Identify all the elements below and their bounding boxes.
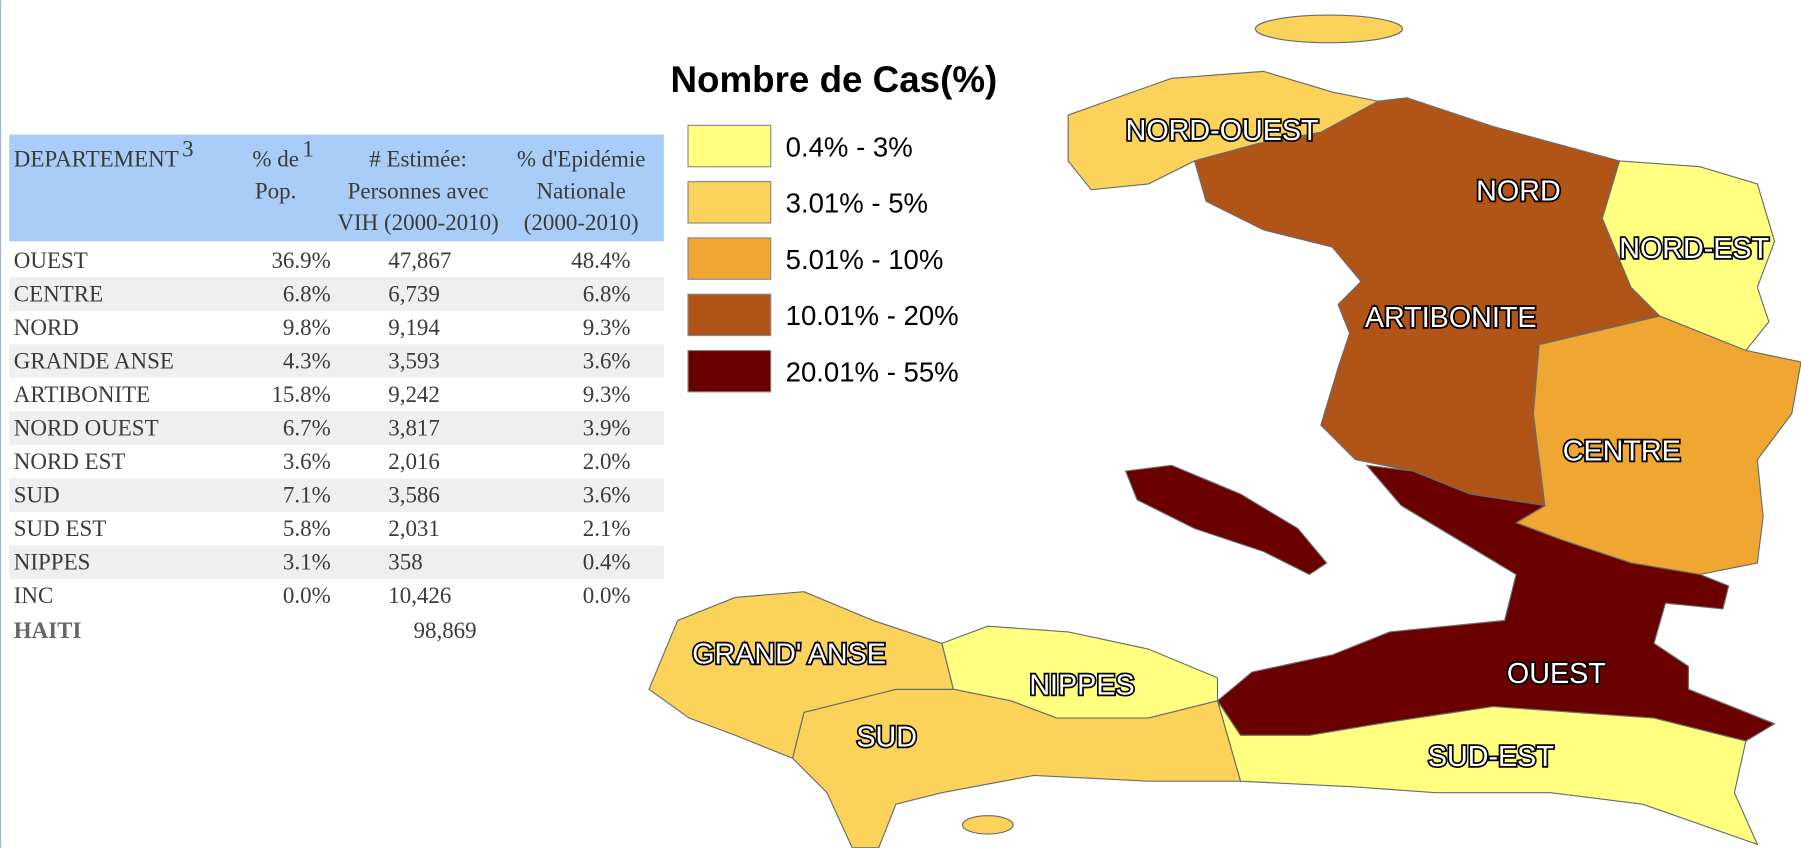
legend-swatch [687, 237, 772, 280]
cell: CENTRE [14, 281, 103, 306]
cell: INC [14, 583, 54, 608]
cell: NORD OUEST [14, 415, 159, 440]
cell: 3.6% [583, 348, 631, 373]
region-sud-est [1216, 700, 1759, 846]
region-label: GRAND' ANSE [692, 639, 886, 671]
cell: 7.1% [283, 483, 331, 508]
cell: 6.8% [283, 281, 331, 306]
header-text: Personnes avec [348, 178, 489, 203]
row-bg [9, 277, 664, 311]
header-text: DEPARTEMENT [14, 147, 179, 172]
cell: 3.1% [283, 550, 331, 575]
cell: 3.6% [283, 449, 331, 474]
header-note: 3 [182, 136, 193, 161]
region-sud [791, 688, 1242, 848]
cell: 9,194 [388, 315, 440, 340]
legend-swatch [687, 124, 772, 168]
header-text: Pop. [255, 178, 297, 203]
row-bg [9, 545, 664, 580]
region-label: SUD-EST [1428, 741, 1554, 773]
legend-title: Nombre de Cas(%) [671, 59, 998, 100]
header-text: % de [252, 147, 299, 172]
cell: 9.8% [283, 315, 331, 340]
cell: NIPPES [14, 550, 91, 575]
legend-label: 5.01% - 10% [786, 244, 944, 275]
row-bg [9, 478, 664, 512]
cell: 358 [388, 550, 422, 575]
cell: 3,593 [388, 348, 440, 373]
cell: SUD EST [14, 516, 107, 541]
legend-label: 20.01% - 55% [786, 357, 959, 388]
legend-label: 0.4% - 3% [786, 131, 913, 162]
cell: 0.0% [583, 583, 631, 608]
island [961, 815, 1014, 835]
table-header-bg [9, 134, 664, 242]
region-nord-est [1601, 160, 1776, 352]
legend-label: 10.01% - 20% [786, 300, 959, 331]
cell: 6.8% [583, 281, 631, 306]
cell: 3.6% [583, 483, 631, 508]
cell: NORD [14, 315, 79, 340]
region-label: OUEST [1507, 658, 1606, 690]
region-label: SUD [856, 721, 917, 753]
cell: OUEST [14, 248, 88, 273]
cell: 36.9% [271, 248, 330, 273]
cell: 6,739 [388, 281, 440, 306]
header-text: (2000-2010) [524, 210, 639, 235]
cell: 0.0% [283, 583, 331, 608]
cell: 3,586 [388, 483, 440, 508]
region-gonave [1124, 464, 1328, 576]
cell: 0.4% [583, 550, 631, 575]
legend-swatch [687, 293, 772, 337]
cell: 2,016 [388, 449, 440, 474]
cell: 2.1% [583, 516, 631, 541]
header-text: Nationale [537, 178, 626, 203]
legend-label: 3.01% - 5% [786, 188, 928, 219]
cell: 9,242 [388, 382, 440, 407]
cell: 9.3% [583, 382, 631, 407]
region-label: NORD-OUEST [1126, 115, 1319, 147]
cell: 3.9% [583, 415, 631, 440]
legend-swatch [687, 349, 772, 393]
cell: 6.7% [283, 415, 331, 440]
cell: 2.0% [583, 449, 631, 474]
cell: 15.8% [271, 382, 330, 407]
header-text: % d'Epidémie [517, 147, 646, 172]
tortuga [1254, 14, 1404, 44]
cell: 47,867 [388, 248, 451, 273]
cell: ARTIBONITE [14, 382, 150, 407]
region-label: NIPPES [1029, 670, 1134, 702]
cell: SUD [14, 483, 60, 508]
region-label: CENTRE [1563, 435, 1681, 467]
total-label: HAITI [14, 618, 82, 643]
region-label: NORD-EST [1619, 233, 1769, 265]
cell: GRANDE ANSE [14, 348, 174, 373]
region-label: ARTIBONITE [1365, 302, 1537, 334]
region-label: NORD [1476, 176, 1561, 208]
header-note: 1 [302, 136, 313, 161]
cell: NORD EST [14, 449, 126, 474]
cell: 4.3% [283, 348, 331, 373]
cell: 3,817 [388, 415, 440, 440]
map [648, 14, 1801, 848]
header-text: # Estimée: [369, 147, 467, 172]
row-bg [9, 344, 664, 378]
cell: 2,031 [388, 516, 440, 541]
region-grand-anse [648, 591, 955, 760]
total-value: 98,869 [413, 618, 476, 643]
cell: 9.3% [583, 315, 631, 340]
legend-swatch [687, 181, 772, 224]
cell: 10,426 [388, 583, 451, 608]
header-text: VIH (2000-2010) [337, 210, 498, 235]
cell: 5.8% [283, 516, 331, 541]
cell: 48.4% [571, 248, 630, 273]
row-bg [9, 411, 664, 445]
